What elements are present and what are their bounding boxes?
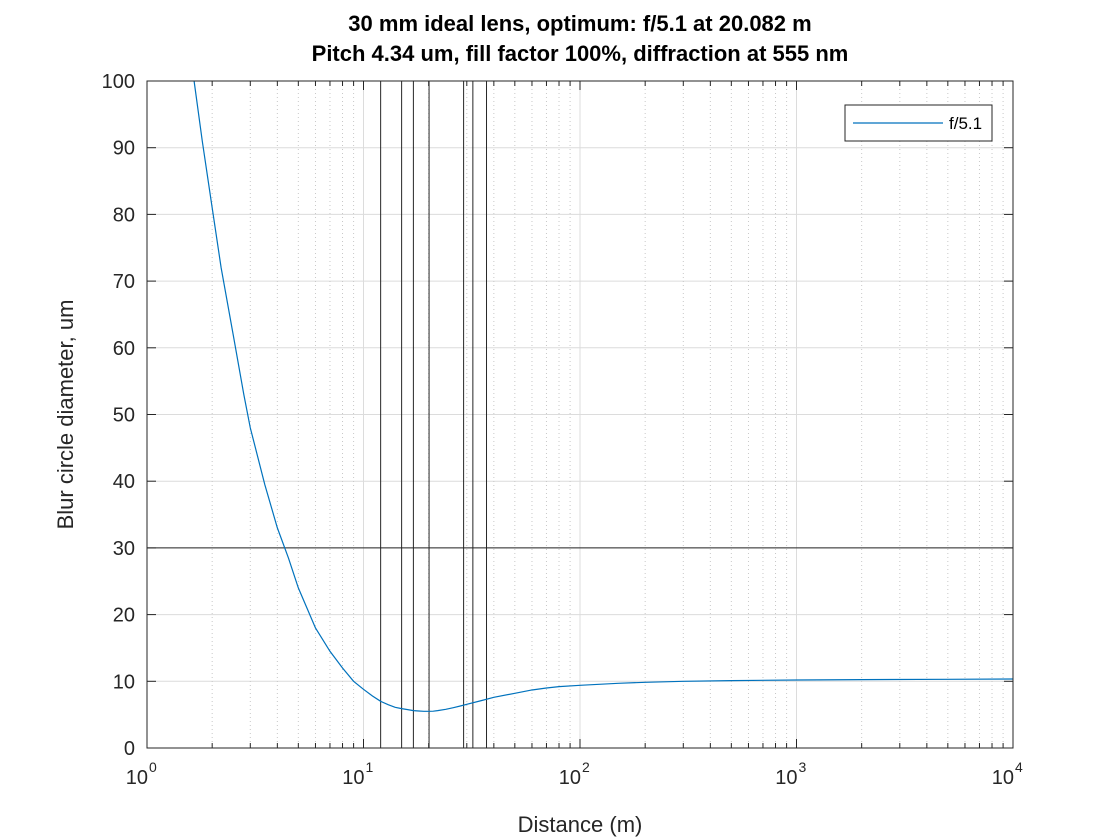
x-tick-label-exponent: 0 [149,759,157,775]
x-tick-label-base: 10 [559,767,581,789]
chart-title-line: Pitch 4.34 um, fill factor 100%, diffrac… [312,41,849,66]
x-tick-label-base: 10 [775,767,797,789]
y-tick-label: 50 [113,405,135,427]
y-tick-label: 20 [113,605,135,627]
x-tick-label-exponent: 4 [1015,759,1023,775]
reference-lines [147,81,1013,748]
y-tick-label: 40 [113,471,135,493]
y-tick-label: 100 [102,71,135,93]
y-tick-label: 0 [124,738,135,760]
chart-title-line: 30 mm ideal lens, optimum: f/5.1 at 20.0… [348,11,811,36]
y-tick-labels: 0 10 20 30 40 50 60 70 80 90 100 [102,71,135,760]
series-line [193,80,1014,712]
y-tick-label: 90 [113,138,135,160]
x-tick-label-base: 10 [342,767,364,789]
y-tick-label: 10 [113,671,135,693]
chart-title: 30 mm ideal lens, optimum: f/5.1 at 20.0… [312,11,849,66]
axis-ticks [146,80,1014,749]
y-axis-label: Blur circle diameter, um [53,300,78,530]
x-tick-label-exponent: 3 [799,759,807,775]
x-tick-label-base: 10 [126,767,148,789]
x-axis-label: Distance (m) [518,812,643,837]
y-tick-label: 60 [113,338,135,360]
legend-entry-label: f/5.1 [949,114,982,133]
x-tick-label-base: 10 [992,767,1014,789]
y-tick-label: 80 [113,204,135,226]
x-tick-label-exponent: 1 [366,759,374,775]
y-tick-label: 70 [113,271,135,293]
data-series [193,80,1014,712]
x-tick-labels: 10 0 10 1 10 2 10 3 10 4 [126,759,1023,789]
x-tick-label-exponent: 2 [582,759,590,775]
y-tick-label: 30 [113,538,135,560]
legend: f/5.1 [844,104,993,142]
